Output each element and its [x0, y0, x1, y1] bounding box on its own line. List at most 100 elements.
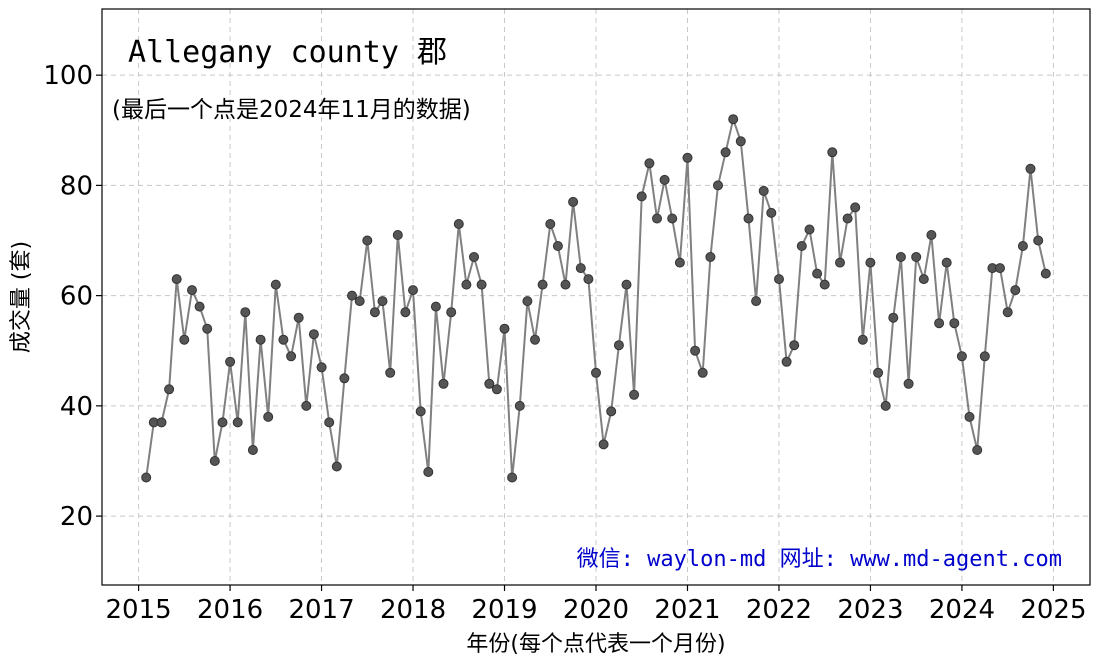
data-point	[308, 329, 319, 340]
data-point	[941, 257, 952, 268]
data-point	[179, 334, 190, 345]
data-point	[911, 252, 922, 262]
data-point	[514, 400, 525, 411]
x-tick-label: 2020	[563, 595, 629, 625]
data-point	[667, 213, 678, 224]
data-point	[835, 257, 845, 268]
data-point	[575, 263, 586, 274]
data-point	[187, 285, 197, 296]
data-point	[202, 323, 213, 334]
data-point	[842, 213, 853, 224]
data-point	[774, 274, 784, 285]
data-point	[758, 185, 769, 196]
x-tick-label: 2018	[380, 595, 446, 625]
data-point	[522, 296, 533, 307]
data-point	[385, 367, 396, 378]
x-tick-label: 2022	[746, 595, 812, 625]
data-point	[247, 445, 258, 455]
data-point	[850, 202, 861, 213]
data-point	[1002, 307, 1013, 318]
y-tick-label: 20	[60, 502, 93, 532]
data-point	[453, 219, 464, 229]
data-point	[979, 351, 990, 362]
data-point	[552, 241, 563, 251]
data-point	[827, 147, 838, 158]
data-point	[194, 301, 205, 312]
data-point	[507, 472, 518, 483]
data-point	[1033, 235, 1044, 246]
data-point	[636, 191, 647, 202]
data-point	[377, 296, 388, 307]
data-point	[1017, 241, 1028, 251]
data-point	[812, 268, 823, 279]
data-point	[461, 279, 472, 290]
data-point	[484, 378, 495, 389]
data-point	[347, 290, 357, 301]
data-point	[530, 334, 540, 345]
markers	[141, 114, 1051, 483]
data-point	[682, 152, 693, 163]
data-point	[537, 279, 548, 290]
x-tick-label: 2021	[654, 595, 720, 625]
x-axis-label: 年份(每个点代表一个月份)	[466, 632, 725, 657]
chart-subtitle: (最后一个点是2024年11月的数据)	[112, 97, 471, 123]
x-tick-label: 2016	[197, 595, 263, 625]
data-point	[956, 351, 967, 362]
data-point	[499, 323, 510, 334]
data-point	[644, 158, 655, 169]
data-point	[331, 461, 342, 472]
data-point	[789, 340, 800, 351]
data-point	[751, 296, 762, 307]
x-tick-label: 2015	[106, 595, 172, 625]
data-point	[766, 207, 777, 218]
data-point	[895, 252, 906, 262]
data-point	[796, 241, 807, 251]
data-point	[286, 351, 297, 362]
data-point	[369, 307, 380, 318]
data-point	[690, 345, 701, 356]
data-point	[156, 417, 167, 428]
data-point	[735, 136, 746, 147]
data-point	[263, 411, 274, 422]
x-tick-label: 2023	[837, 595, 903, 625]
data-point	[903, 378, 914, 389]
data-point	[583, 274, 594, 285]
watermark: 微信: waylon-md 网址: www.md-agent.com	[577, 547, 1062, 572]
x-tick-label: 2019	[471, 595, 537, 625]
data-point	[446, 307, 457, 318]
data-point	[270, 279, 281, 290]
data-point	[613, 340, 624, 351]
chart-title: Allegany county 郡	[128, 35, 447, 70]
data-point	[255, 334, 266, 345]
data-point	[949, 318, 960, 329]
data-point	[1040, 268, 1051, 279]
data-point	[674, 257, 685, 268]
data-point	[362, 235, 373, 246]
data-point	[339, 373, 350, 384]
data-point	[598, 439, 609, 450]
y-tick-label: 40	[60, 392, 93, 422]
data-point	[713, 180, 723, 191]
data-point	[964, 411, 975, 422]
data-point	[865, 257, 876, 268]
data-point	[171, 274, 182, 285]
x-tick-label: 2017	[288, 595, 354, 625]
data-point	[659, 174, 670, 185]
data-point	[301, 400, 312, 411]
data-point	[697, 367, 708, 378]
data-point	[400, 307, 411, 318]
data-point	[781, 356, 792, 367]
data-point	[423, 467, 434, 477]
data-point	[629, 389, 640, 400]
data-point	[469, 252, 479, 262]
y-tick-label: 100	[43, 61, 93, 91]
data-point	[857, 334, 868, 345]
data-point	[560, 279, 571, 290]
data-point	[888, 312, 899, 323]
data-point	[408, 285, 418, 296]
y-axis: 20 40 60 80 100	[43, 61, 102, 532]
data-point	[217, 417, 228, 428]
data-point	[209, 456, 220, 466]
data-point	[430, 301, 441, 312]
data-point	[392, 230, 403, 240]
